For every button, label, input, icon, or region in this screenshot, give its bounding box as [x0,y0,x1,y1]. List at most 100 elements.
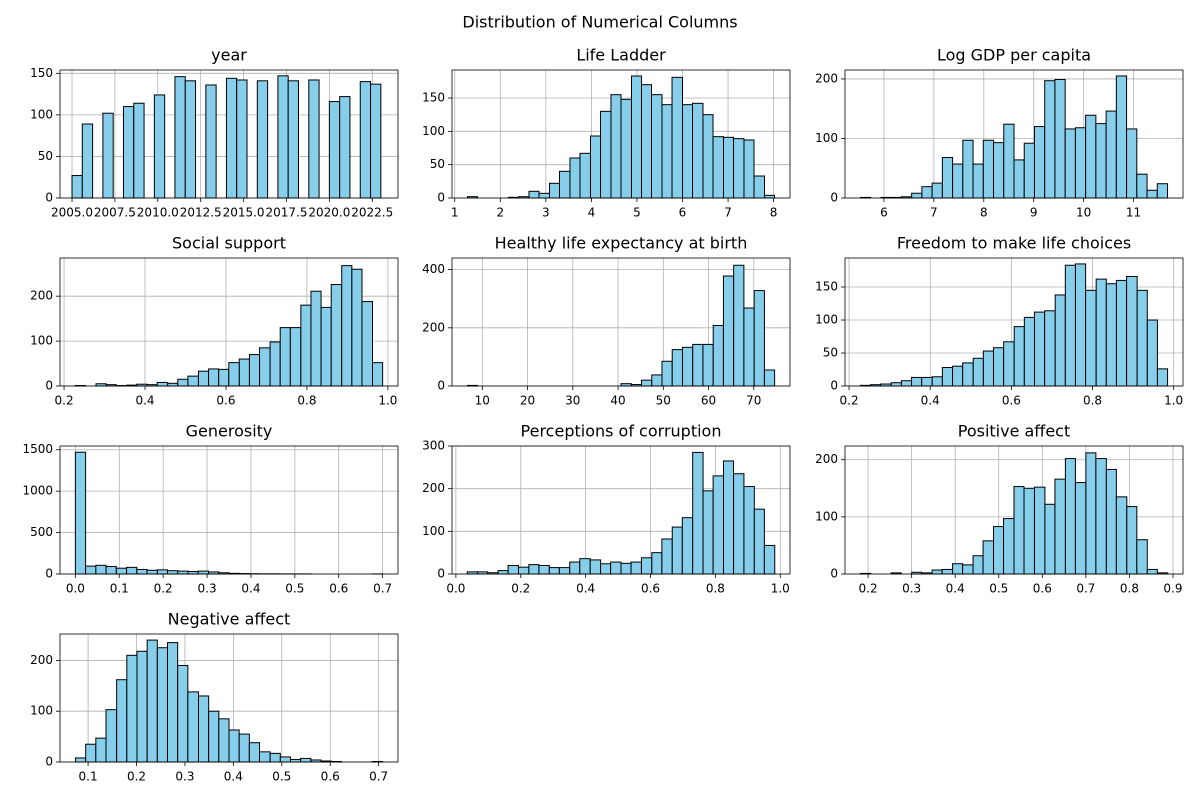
x-tick-label: 10 [1076,206,1091,220]
x-tick-label: 0.5 [989,582,1008,596]
histogram-bar [259,347,271,387]
y-tick-label: 50 [430,157,445,171]
histogram-bar [722,136,735,199]
histogram-bar [952,365,964,387]
y-tick-label: 150 [30,66,53,80]
histogram-bar [661,538,673,575]
subplot: Positive affect 0.2 0.3 0.4 0.5 0.6 0.7 0.8 0.9 0… [815,422,1184,596]
histogram-bar [921,376,933,387]
histogram-bar [328,101,341,199]
histogram-bar [289,327,302,387]
x-tick-label: 1 [451,206,459,220]
histogram-bar [339,96,351,199]
x-tick-label: 20 [520,394,535,408]
x-tick-label: 6 [880,206,888,220]
y-tick-label: 200 [815,71,838,85]
histogram-bar [1054,79,1066,199]
subplot-title: Perceptions of corruption [521,422,722,441]
x-tick-label: 9 [1030,206,1038,220]
histogram-bar [661,104,673,199]
histogram-bar [630,75,642,199]
histogram-bar [1146,568,1158,575]
histogram-bar [692,343,704,387]
histogram-bar [589,135,602,199]
subplot-title: Healthy life expectancy at birth [495,234,748,253]
histogram-bar [548,182,561,199]
histogram-bar [753,508,765,575]
axes-frame [451,445,791,575]
histogram-bar [1126,506,1138,575]
x-tick-label: 0.0 [446,582,465,596]
histogram-bar [743,139,755,199]
histogram-bar [167,570,179,575]
x-tick-label: 0.3 [198,582,217,596]
x-tick-label: 0.3 [902,582,921,596]
histogram-bar [558,567,571,575]
histogram-bar [1105,110,1117,199]
y-tick-label: 200 [422,481,445,495]
histogram-bar [187,691,199,763]
histogram-bar [722,275,735,387]
histogram-bar [1023,316,1035,387]
histogram-bar [692,102,704,199]
x-tick-label: 2022.5 [351,206,393,220]
histogram-bar [1003,123,1015,199]
y-tick-label: 400 [422,262,445,276]
histogram-bar [1044,310,1056,387]
histogram-bar [1054,478,1066,575]
histogram-bar [733,264,745,387]
histogram-bar [225,77,238,199]
histogram-bar [1064,264,1076,387]
subplot-title: Life Ladder [576,46,666,65]
histogram-bar [712,324,724,387]
y-tick-label: 50 [823,346,838,360]
x-tick-label: 70 [746,394,761,408]
subplot-title: Negative affect [168,610,291,629]
x-tick-label: 0.2 [511,582,530,596]
axes-frame [59,69,399,199]
histogram-bar [136,568,148,575]
x-tick-label: 0.2 [859,582,878,596]
histogram-bar [579,558,591,575]
histogram-bar [187,375,199,387]
histogram-bar [962,564,974,575]
histogram-bar [177,664,189,763]
histogram-bar [1033,126,1046,199]
histogram-bar [1033,486,1046,575]
x-tick-label: 2012.5 [180,206,222,220]
histogram-bar [256,80,269,199]
histogram-bar [982,139,995,199]
x-tick-label: 0.8 [297,394,316,408]
histogram-bar [1095,278,1107,387]
y-tick-label: 0 [45,379,53,393]
histogram-bar [1095,123,1107,199]
y-tick-label: 0 [437,379,445,393]
histogram-bar [528,190,540,199]
histogram-bar [1136,539,1148,575]
histogram-bar [1033,311,1046,387]
histogram-bar [941,157,954,199]
histogram-bar [102,112,114,199]
histogram-bar [208,368,220,387]
y-tick-label: 0 [45,755,53,769]
histogram-bar [911,192,923,199]
x-tick-label: 0.6 [1033,582,1052,596]
histogram-bar [1105,283,1117,387]
histogram-bar [692,451,704,575]
x-tick-label: 5 [633,206,641,220]
histogram-bar [993,142,1005,199]
x-tick-label: 0.6 [641,582,660,596]
histogram-bar [753,290,765,387]
x-tick-label: 2017.5 [265,206,307,220]
histogram-bar [248,354,261,387]
histogram-bar [1023,142,1035,199]
y-tick-label: 100 [422,524,445,538]
histogram-bar [1136,289,1148,387]
histogram-bar [370,83,382,199]
y-tick-label: 150 [815,280,838,294]
y-tick-label: 200 [815,452,838,466]
histogram-bar [85,743,97,763]
x-tick-label: 10 [475,394,490,408]
histogram-bar [330,283,343,387]
